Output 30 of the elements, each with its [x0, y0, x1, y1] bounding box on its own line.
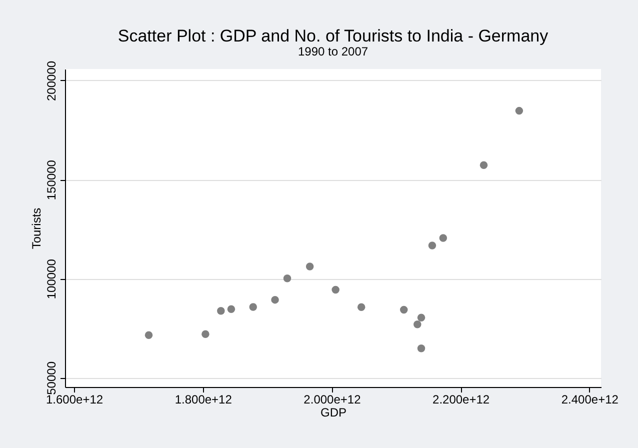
point [428, 242, 436, 250]
x-tick-label: 2.000e+12 [304, 392, 362, 406]
point [332, 286, 340, 294]
chart-subtitle: 1990 to 2007 [298, 44, 368, 58]
point [414, 320, 422, 328]
y-tick-label: 200000 [44, 60, 58, 102]
point [417, 344, 426, 352]
chart-title: Scatter Plot : GDP and No. of Tourists to India - Germany [118, 26, 549, 46]
x-tick-label: 2.200e+12 [432, 392, 490, 406]
point [283, 274, 292, 282]
point [249, 303, 257, 311]
point [439, 234, 448, 242]
point [480, 161, 488, 169]
point [144, 331, 153, 339]
x-axis-title: GDP [320, 406, 347, 420]
point [306, 262, 314, 270]
point [217, 307, 225, 315]
point [227, 305, 236, 313]
point [271, 296, 279, 304]
point [202, 330, 210, 338]
y-axis-title: Tourists [30, 208, 44, 250]
x-tick-label: 1.800e+12 [174, 392, 232, 406]
point [357, 303, 366, 312]
point [515, 106, 524, 115]
point [417, 314, 426, 322]
point [400, 306, 408, 314]
y-tick-label: 50000 [44, 361, 58, 395]
y-tick-label: 150000 [44, 160, 58, 200]
y-tick-label: 100000 [44, 258, 58, 300]
x-tick-label: 2.400e+12 [561, 392, 619, 406]
